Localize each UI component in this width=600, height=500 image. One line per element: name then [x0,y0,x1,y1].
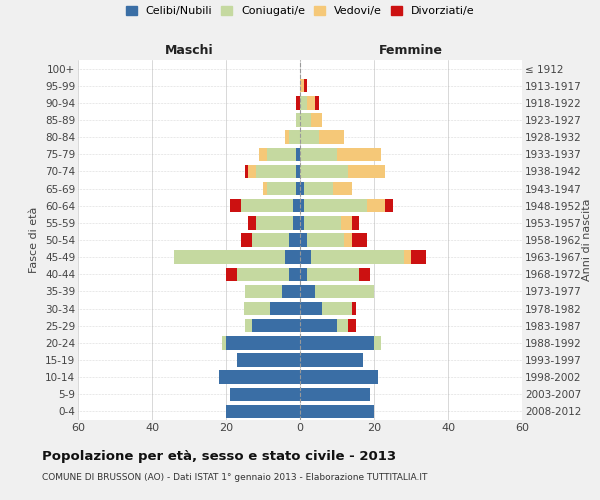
Bar [296,182,300,196]
Bar [241,234,252,246]
Bar [341,216,352,230]
Bar [226,404,300,418]
Bar [348,164,385,178]
Bar [252,319,300,332]
Bar [300,182,304,196]
Bar [352,216,359,230]
Bar [223,336,226,349]
Legend: Celibi/Nubili, Coniugati/e, Vedovi/e, Divorziati/e: Celibi/Nubili, Coniugati/e, Vedovi/e, Di… [125,6,475,16]
Bar [319,130,344,144]
Bar [226,268,237,281]
Bar [307,234,344,246]
Bar [245,302,271,316]
Bar [266,182,296,196]
Bar [285,130,289,144]
Bar [237,354,300,366]
Bar [322,302,352,316]
Bar [230,199,241,212]
Text: Femmine: Femmine [379,44,443,57]
Bar [256,164,296,178]
Bar [334,182,352,196]
Bar [337,319,348,332]
Bar [300,354,363,366]
Bar [256,216,293,230]
Bar [307,268,359,281]
Bar [300,96,307,110]
Bar [266,148,296,161]
Bar [248,164,256,178]
Bar [304,79,307,92]
Bar [237,268,289,281]
Bar [289,234,300,246]
Bar [300,130,319,144]
Bar [300,302,322,316]
Bar [259,148,266,161]
Text: Popolazione per età, sesso e stato civile - 2013: Popolazione per età, sesso e stato civil… [42,450,396,463]
Y-axis label: Fasce di età: Fasce di età [29,207,40,273]
Bar [300,164,348,178]
Bar [281,284,300,298]
Bar [300,148,337,161]
Bar [311,250,404,264]
Bar [411,250,426,264]
Bar [300,404,374,418]
Bar [293,216,300,230]
Bar [296,96,300,110]
Bar [241,199,293,212]
Bar [245,164,248,178]
Bar [296,164,300,178]
Bar [304,216,341,230]
Bar [218,370,300,384]
Bar [385,199,392,212]
Bar [374,336,382,349]
Bar [300,199,304,212]
Bar [263,182,266,196]
Bar [226,336,300,349]
Bar [289,268,300,281]
Bar [300,216,304,230]
Bar [248,216,256,230]
Bar [352,302,355,316]
Bar [404,250,411,264]
Bar [230,388,300,401]
Bar [304,199,367,212]
Bar [271,302,300,316]
Bar [359,268,370,281]
Bar [252,234,289,246]
Bar [174,250,285,264]
Text: Maschi: Maschi [164,44,214,57]
Bar [285,250,300,264]
Bar [293,199,300,212]
Bar [300,268,307,281]
Bar [367,199,385,212]
Bar [344,234,352,246]
Bar [307,96,315,110]
Y-axis label: Anni di nascita: Anni di nascita [582,198,592,281]
Bar [315,96,319,110]
Bar [304,182,334,196]
Bar [300,388,370,401]
Bar [300,284,315,298]
Bar [352,234,367,246]
Bar [289,130,300,144]
Bar [300,319,337,332]
Bar [337,148,382,161]
Bar [245,319,252,332]
Text: COMUNE DI BRUSSON (AO) - Dati ISTAT 1° gennaio 2013 - Elaborazione TUTTITALIA.IT: COMUNE DI BRUSSON (AO) - Dati ISTAT 1° g… [42,472,427,482]
Bar [300,79,304,92]
Bar [245,284,281,298]
Bar [296,148,300,161]
Bar [311,114,322,126]
Bar [300,250,311,264]
Bar [300,370,378,384]
Bar [300,336,374,349]
Bar [300,234,307,246]
Bar [296,114,300,126]
Bar [315,284,374,298]
Bar [300,114,311,126]
Bar [348,319,355,332]
